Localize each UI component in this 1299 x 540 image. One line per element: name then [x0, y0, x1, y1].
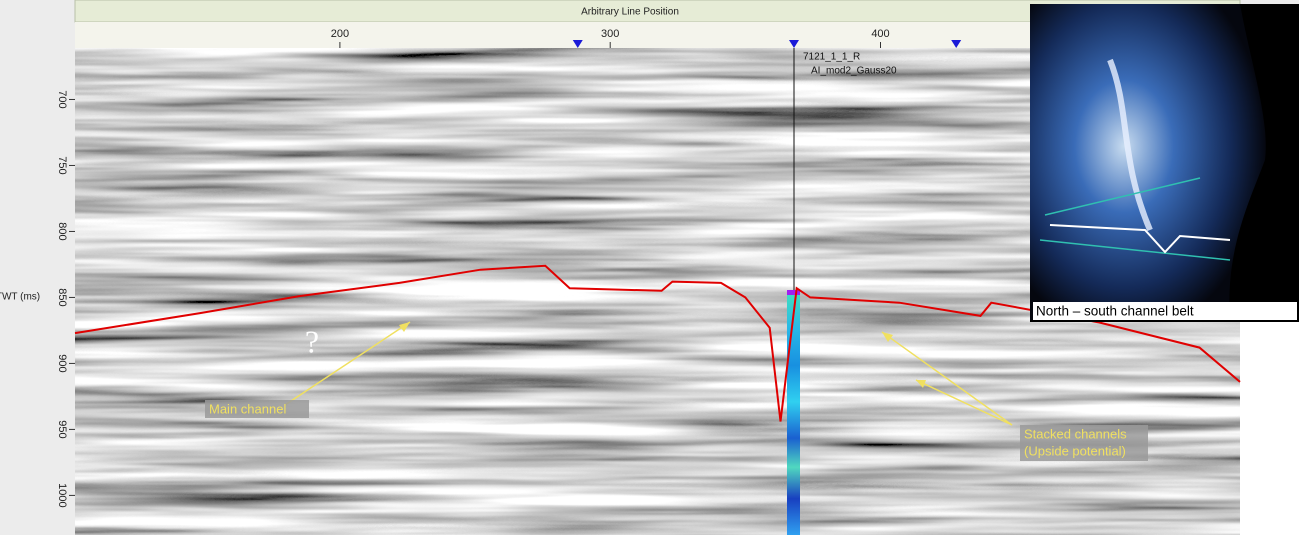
inset-caption: North – south channel belt: [1036, 304, 1194, 319]
y-tick-label: 700: [56, 90, 68, 108]
inset: North – south channel belt: [1030, 4, 1299, 322]
inset-image: [1030, 4, 1266, 320]
seismic-view: Arbitrary Line Position TWT (ms) 7121_1_…: [0, 0, 1299, 535]
well-log-top: [787, 290, 800, 295]
x-tick-label: 400: [871, 28, 889, 40]
y-tick-label: 900: [56, 354, 68, 372]
log-name: AI_mod2_Gauss20: [811, 66, 897, 77]
stacked-channels-label: Stacked channels: [1024, 426, 1127, 441]
y-tick-label: 850: [56, 288, 68, 306]
x-tick-label: 200: [331, 28, 349, 40]
y-tick-label: 750: [56, 156, 68, 174]
y-tick-label: 800: [56, 222, 68, 240]
well-name: 7121_1_1_R: [803, 52, 860, 63]
y-tick-label: 950: [56, 420, 68, 438]
x-tick-label: 300: [601, 28, 619, 40]
y-tick-label: 1000: [56, 483, 68, 507]
upside-label: (Upside potential): [1024, 443, 1126, 458]
well-log: [787, 293, 800, 535]
main-channel-label: Main channel: [209, 401, 286, 416]
axis-title: Arbitrary Line Position: [581, 7, 679, 18]
y-axis-label: TWT (ms): [0, 292, 40, 303]
question-mark: ?: [305, 323, 319, 359]
